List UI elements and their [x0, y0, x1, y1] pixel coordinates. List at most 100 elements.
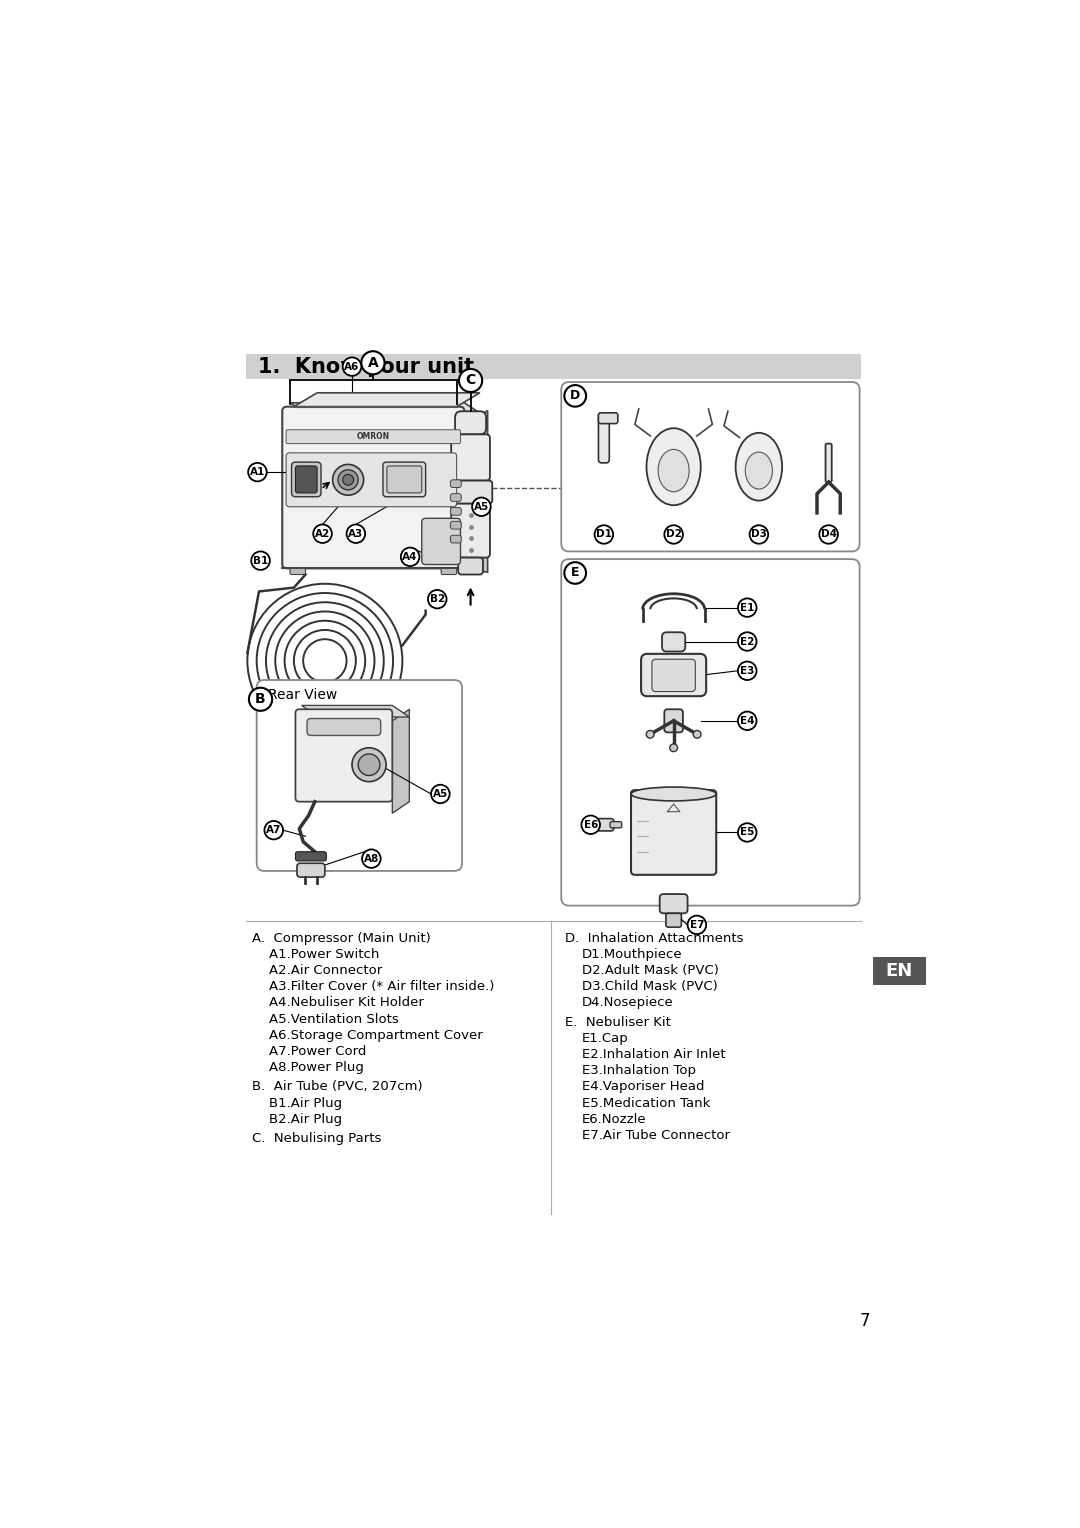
Circle shape — [352, 747, 387, 782]
Circle shape — [738, 824, 757, 842]
Text: E2.Inhalation Air Inlet: E2.Inhalation Air Inlet — [582, 1048, 726, 1060]
Text: A2: A2 — [315, 529, 330, 539]
FancyBboxPatch shape — [296, 851, 326, 860]
Text: D3.Child Mask (PVC): D3.Child Mask (PVC) — [582, 981, 718, 993]
Text: EN: EN — [886, 963, 913, 979]
FancyBboxPatch shape — [451, 504, 490, 558]
FancyBboxPatch shape — [296, 709, 392, 802]
FancyBboxPatch shape — [297, 863, 325, 877]
Text: Rear View: Rear View — [268, 689, 338, 703]
FancyBboxPatch shape — [662, 633, 685, 651]
Text: A7: A7 — [266, 825, 282, 836]
Text: A.  Compressor (Main Unit): A. Compressor (Main Unit) — [252, 932, 431, 944]
Circle shape — [333, 465, 364, 495]
Text: 7: 7 — [860, 1313, 870, 1331]
FancyBboxPatch shape — [422, 518, 460, 564]
Circle shape — [565, 562, 586, 584]
Circle shape — [362, 850, 380, 868]
Text: B1: B1 — [253, 556, 268, 565]
Circle shape — [738, 633, 757, 651]
Circle shape — [595, 526, 613, 544]
Text: E6.Nozzle: E6.Nozzle — [582, 1112, 647, 1126]
Circle shape — [431, 785, 449, 804]
Text: D1: D1 — [596, 530, 611, 539]
Ellipse shape — [631, 787, 716, 801]
Circle shape — [820, 526, 838, 544]
Circle shape — [738, 662, 757, 680]
FancyBboxPatch shape — [660, 894, 688, 914]
Text: A5: A5 — [433, 788, 448, 799]
Text: B2: B2 — [430, 594, 445, 604]
Circle shape — [565, 385, 586, 406]
FancyBboxPatch shape — [257, 680, 462, 871]
FancyBboxPatch shape — [292, 461, 321, 497]
Text: B: B — [255, 692, 266, 706]
Circle shape — [738, 712, 757, 730]
FancyBboxPatch shape — [450, 480, 461, 487]
FancyBboxPatch shape — [458, 558, 483, 575]
Text: A: A — [367, 356, 378, 370]
FancyBboxPatch shape — [610, 822, 622, 828]
Text: A5.Ventilation Slots: A5.Ventilation Slots — [269, 1013, 399, 1025]
FancyBboxPatch shape — [450, 507, 461, 515]
Text: E6: E6 — [583, 819, 598, 830]
Circle shape — [401, 547, 419, 565]
FancyBboxPatch shape — [450, 535, 461, 542]
FancyBboxPatch shape — [631, 790, 716, 876]
Text: E3: E3 — [740, 666, 755, 675]
Circle shape — [265, 821, 283, 839]
Text: A5: A5 — [474, 501, 489, 512]
Circle shape — [428, 590, 446, 608]
Text: B.  Air Tube (PVC, 207cm): B. Air Tube (PVC, 207cm) — [252, 1080, 422, 1094]
FancyBboxPatch shape — [562, 382, 860, 552]
FancyBboxPatch shape — [583, 819, 613, 831]
Text: A6.Storage Compartment Cover: A6.Storage Compartment Cover — [269, 1028, 483, 1042]
Text: A1: A1 — [249, 468, 265, 477]
FancyBboxPatch shape — [598, 413, 609, 463]
FancyBboxPatch shape — [642, 654, 706, 697]
Circle shape — [252, 552, 270, 570]
Text: E.  Nebuliser Kit: E. Nebuliser Kit — [565, 1016, 671, 1028]
Text: A1.Power Switch: A1.Power Switch — [269, 947, 379, 961]
Text: E3.Inhalation Top: E3.Inhalation Top — [582, 1063, 697, 1077]
Circle shape — [581, 816, 600, 834]
Polygon shape — [392, 709, 409, 813]
Circle shape — [248, 463, 267, 481]
Polygon shape — [294, 393, 480, 406]
Circle shape — [646, 730, 654, 738]
Text: D: D — [570, 390, 580, 402]
Text: A3.Filter Cover (* Air filter inside.): A3.Filter Cover (* Air filter inside.) — [269, 981, 495, 993]
Text: D3: D3 — [751, 530, 767, 539]
Text: A4.Nebuliser Kit Holder: A4.Nebuliser Kit Holder — [269, 996, 424, 1010]
Text: A7.Power Cord: A7.Power Cord — [269, 1045, 366, 1057]
Text: E: E — [571, 567, 580, 579]
Text: C: C — [465, 373, 475, 388]
Text: B1.Air Plug: B1.Air Plug — [269, 1097, 342, 1109]
FancyBboxPatch shape — [664, 709, 683, 732]
Text: C.  Nebulising Parts: C. Nebulising Parts — [252, 1132, 381, 1144]
FancyBboxPatch shape — [449, 481, 492, 504]
Circle shape — [342, 474, 353, 486]
Ellipse shape — [647, 428, 701, 506]
Text: E4.Vaporiser Head: E4.Vaporiser Head — [582, 1080, 704, 1094]
Circle shape — [359, 753, 380, 776]
FancyBboxPatch shape — [666, 914, 681, 927]
Text: B2.Air Plug: B2.Air Plug — [269, 1112, 342, 1126]
Circle shape — [362, 351, 384, 374]
FancyBboxPatch shape — [598, 413, 618, 423]
Ellipse shape — [735, 432, 782, 501]
Circle shape — [342, 358, 362, 376]
Circle shape — [688, 915, 706, 934]
FancyBboxPatch shape — [291, 568, 306, 575]
Text: E7.Air Tube Connector: E7.Air Tube Connector — [582, 1129, 730, 1141]
Text: D.  Inhalation Attachments: D. Inhalation Attachments — [565, 932, 744, 944]
Circle shape — [338, 469, 359, 490]
FancyBboxPatch shape — [383, 461, 426, 497]
FancyBboxPatch shape — [307, 718, 380, 735]
Circle shape — [738, 599, 757, 617]
Text: D2: D2 — [665, 530, 681, 539]
Circle shape — [693, 730, 701, 738]
Text: E4: E4 — [740, 715, 755, 726]
Circle shape — [670, 744, 677, 752]
Text: A2.Air Connector: A2.Air Connector — [269, 964, 382, 976]
